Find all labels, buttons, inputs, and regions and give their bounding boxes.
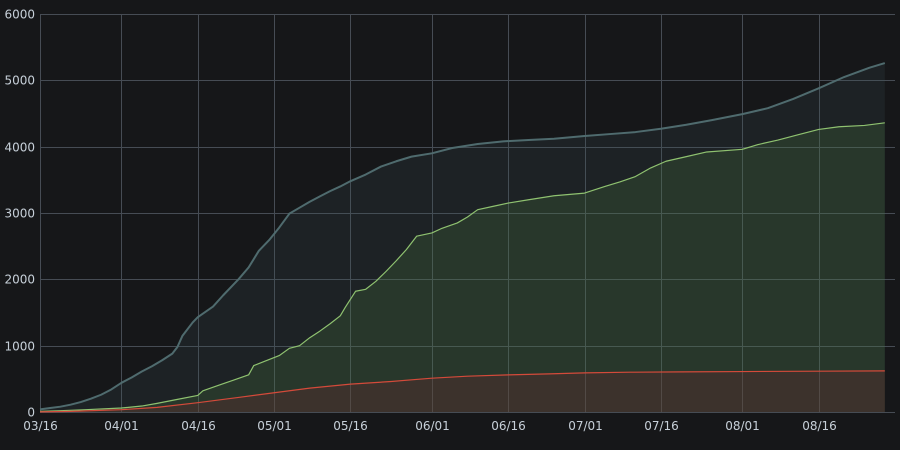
y-tick-label: 4000 <box>4 141 35 155</box>
y-tick-label: 1000 <box>4 340 35 354</box>
x-tick-label: 06/01 <box>415 419 450 433</box>
grid-layer <box>40 14 895 413</box>
series-1-line <box>39 62 886 411</box>
series-1-area <box>40 63 885 413</box>
x-tick-label: 04/01 <box>104 419 139 433</box>
x-tick-label: 03/16 <box>23 419 58 433</box>
y-tick-label: 2000 <box>4 273 35 287</box>
x-tick-label: 05/01 <box>257 419 292 433</box>
x-tick-label: 08/01 <box>725 419 760 433</box>
x-tick-label: 04/16 <box>181 419 216 433</box>
series-layer <box>39 62 886 413</box>
series-3-area <box>40 370 885 412</box>
series-2-line <box>39 122 885 412</box>
x-tick-label: 07/16 <box>644 419 679 433</box>
y-tick-label: 5000 <box>4 74 35 88</box>
x-tick-label: 05/16 <box>333 419 368 433</box>
y-tick-label: 6000 <box>4 8 35 22</box>
y-tick-label: 0 <box>27 406 35 420</box>
x-tick-label: 07/01 <box>568 419 603 433</box>
series-3-line <box>39 370 885 413</box>
y-tick-label: 3000 <box>4 207 35 221</box>
x-tick-label: 06/16 <box>491 419 526 433</box>
y-axis: 0 1000 2000 3000 4000 5000 6000 <box>4 8 35 420</box>
series-2-area <box>40 122 885 412</box>
x-axis: 03/16 04/01 04/16 05/01 05/16 06/01 06/16 07/01… <box>23 419 837 433</box>
x-tick-label: 08/16 <box>802 419 837 433</box>
